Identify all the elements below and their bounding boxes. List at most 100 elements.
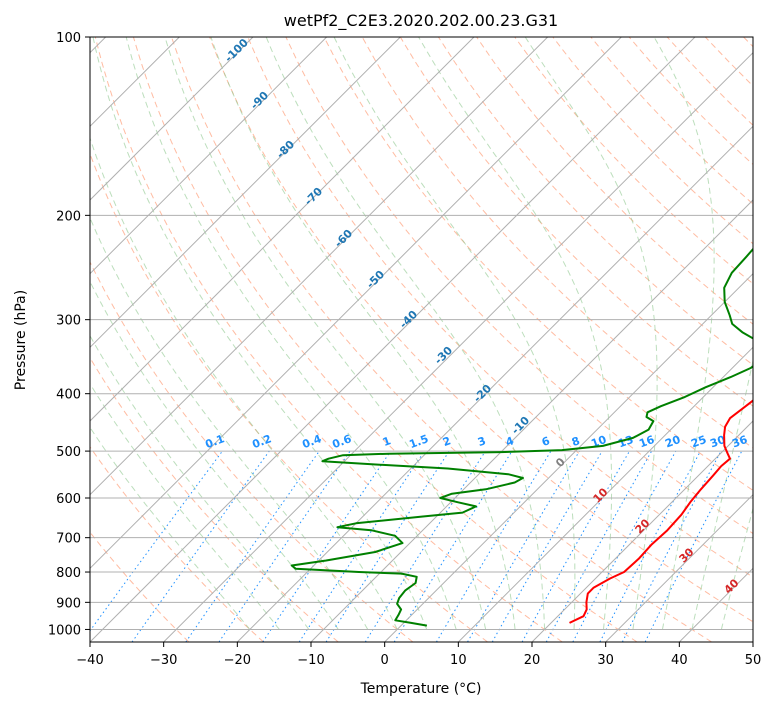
moist-adiabat — [333, 37, 576, 630]
mixing-ratio-label: 13 — [616, 433, 635, 450]
moist-adiabat — [720, 506, 753, 630]
isotherm-line — [531, 420, 753, 642]
mixing-ratio-lines — [90, 450, 743, 642]
isotherm-line — [605, 493, 753, 642]
y-tick-label: 900 — [56, 596, 81, 611]
mixing-ratio-label: 30 — [708, 433, 727, 451]
isotherm-line — [163, 51, 753, 642]
y-tick-label: 1000 — [48, 623, 81, 638]
isotherm-line — [90, 37, 475, 422]
dry-adiabat — [285, 37, 753, 535]
x-tick-label: 0 — [381, 653, 389, 668]
y-tick-label: 400 — [56, 388, 81, 403]
temperature-trace — [569, 399, 753, 624]
x-tick-label: −40 — [76, 653, 103, 668]
moist-adiabats — [90, 37, 753, 630]
moist-adiabat — [524, 37, 658, 630]
dry-adiabat — [209, 37, 753, 623]
isotherm-line — [90, 37, 622, 570]
moist-adiabat — [691, 358, 753, 630]
sounding-traces — [290, 247, 753, 627]
moist-adiabat — [164, 37, 487, 630]
isotherm-line — [457, 346, 753, 642]
isotherm-line — [90, 37, 254, 201]
mixing-ratio-label: 25 — [689, 433, 708, 450]
moist-adiabat — [90, 382, 280, 630]
mixing-ratio-label: 3 — [476, 434, 488, 449]
mixing-ratio-line — [325, 450, 450, 642]
dry-adiabat — [247, 37, 753, 578]
plot-frame — [89, 36, 754, 643]
x-axis-ticks: −40 −30 −20 −10 0 10 20 30 40 50 — [76, 642, 761, 668]
y-axis-ticks: 100 200 300 400 500 600 700 800 900 1000 — [48, 31, 90, 638]
x-tick-label: 40 — [671, 653, 688, 668]
y-tick-label: 800 — [56, 566, 81, 581]
y-tick-label: 100 — [56, 31, 81, 46]
isotherms — [90, 37, 753, 642]
x-tick-label: −20 — [224, 653, 251, 668]
plot-area: -100-90-80-70-60-50-40-30-20-1000.1 0.2 0.… — [90, 37, 753, 642]
isotherm-line — [384, 272, 753, 642]
mixing-ratio-label: 1.5 — [407, 432, 430, 451]
chart-title: wetPf2_C2E3.2020.202.00.23.G31 — [284, 11, 558, 31]
dry-adiabat — [514, 37, 753, 285]
y-axis-label: Pressure (hPa) — [13, 290, 29, 390]
moist-adiabat — [90, 426, 251, 630]
mixing-ratio-label: 1 — [381, 434, 393, 449]
dry-adiabat — [90, 260, 414, 642]
y-tick-label: 500 — [56, 445, 81, 460]
mixing-ratio-line — [185, 450, 320, 642]
mixing-ratio-line — [364, 450, 486, 642]
x-tick-label: 30 — [597, 653, 614, 668]
moist-adiabat — [418, 37, 613, 630]
moist-adiabat — [265, 37, 546, 630]
mixing-ratio-line — [467, 450, 580, 642]
mixing-ratio-label: 0.2 — [250, 432, 273, 451]
mixing-ratio-line — [572, 450, 677, 642]
dry-adiabat — [94, 37, 563, 642]
isotherm-line — [90, 37, 696, 642]
mixing-ratio-label: 0.6 — [330, 432, 353, 451]
mixing-ratio-line — [435, 450, 552, 642]
mixing-ratio-label: 16 — [637, 433, 656, 451]
x-tick-label: 20 — [524, 653, 541, 668]
mixing-ratio-line — [298, 450, 425, 642]
dry-adiabat — [90, 446, 264, 642]
mixing-ratio-label: 0.1 — [203, 432, 226, 451]
mixing-ratio-line — [262, 450, 392, 642]
moist-adiabat — [653, 37, 715, 630]
isobar-gridlines — [90, 37, 753, 630]
dry-adiabat — [476, 37, 753, 325]
dewpoint-trace — [290, 247, 753, 627]
x-tick-label: −10 — [297, 653, 324, 668]
isotherm-line — [90, 37, 549, 496]
x-tick-label: 50 — [745, 653, 762, 668]
x-tick-label: 10 — [450, 653, 467, 668]
mixing-ratio-line — [599, 450, 701, 642]
x-tick-label: −30 — [150, 653, 177, 668]
moist-adiabat — [90, 334, 310, 630]
y-tick-label: 600 — [56, 492, 81, 507]
isotherm-line — [310, 199, 753, 642]
isotherm-line — [236, 125, 753, 642]
isotherm-line — [90, 37, 328, 275]
y-tick-label: 300 — [56, 314, 81, 329]
mixing-ratio-label: 2 — [441, 434, 453, 449]
isotherm-line — [90, 37, 401, 349]
mixing-ratio-label: 6 — [540, 434, 552, 449]
mixing-ratio-line — [218, 450, 351, 642]
dry-adiabat — [323, 37, 753, 491]
x-axis-label: Temperature (°C) — [360, 681, 482, 697]
mixing-ratio-label: 36 — [730, 433, 749, 451]
moist-adiabat — [90, 216, 369, 630]
mixing-ratio-label: 0.4 — [300, 432, 323, 451]
moist-adiabat — [125, 37, 457, 630]
moist-adiabat — [90, 280, 339, 630]
moist-adiabat — [210, 37, 516, 630]
dry-adiabats — [90, 37, 753, 642]
mixing-ratio-label: 4 — [504, 434, 516, 449]
mixing-ratio-label: 20 — [663, 433, 682, 451]
mixing-ratio-label: 8 — [570, 434, 582, 449]
y-tick-label: 700 — [56, 532, 81, 547]
